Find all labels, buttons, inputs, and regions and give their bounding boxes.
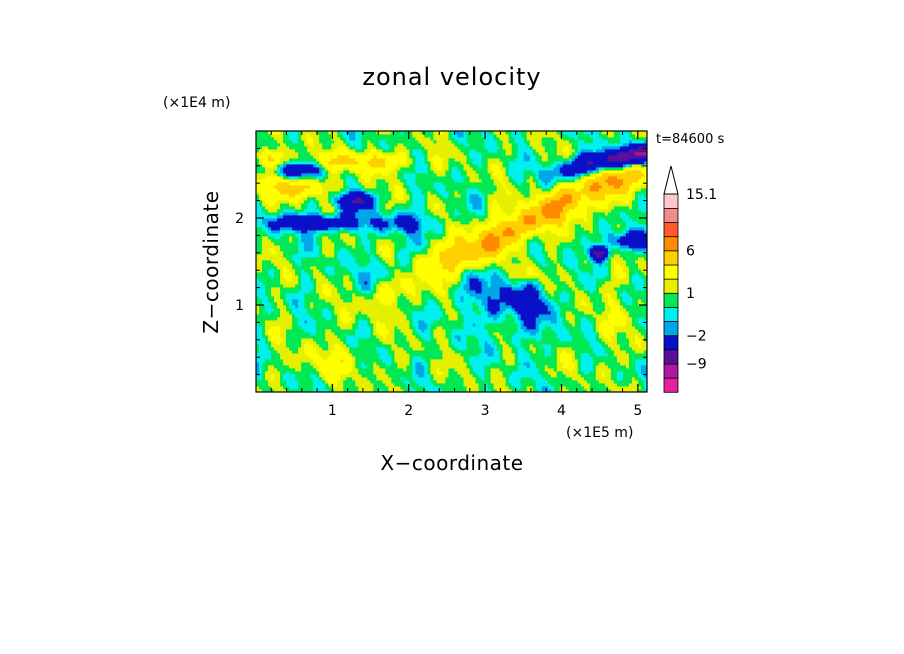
- chart-title: zonal velocity: [362, 63, 541, 91]
- colorbar-segment: [663, 221, 679, 238]
- x-tick-label: 3: [481, 403, 490, 419]
- colorbar-extend-arrow: [663, 165, 679, 195]
- x-tick-label: 1: [328, 403, 337, 419]
- colorbar-segment: [663, 349, 679, 365]
- colorbar: 15.1 6 1 −2 −9: [663, 165, 717, 393]
- y-unit-label: (×1E4 m): [163, 95, 230, 111]
- colorbar-tick-label: 15.1: [686, 187, 717, 203]
- y-axis-label: Z−coordinate: [199, 190, 223, 333]
- colorbar-segment: [663, 236, 679, 252]
- plot-frame: [255, 130, 648, 393]
- colorbar-segment: [663, 207, 679, 223]
- colorbar-tick-label: 6: [686, 244, 695, 260]
- x-tick-label: 4: [557, 403, 566, 419]
- colorbar-segment: [663, 335, 679, 351]
- y-tick-label: 1: [235, 298, 244, 314]
- x-tick-label: 5: [633, 403, 642, 419]
- colorbar-tick-label: −9: [686, 357, 707, 373]
- colorbar-segment: [663, 278, 679, 294]
- x-axis: 1 2 3 4 5: [270, 131, 642, 419]
- y-tick-label: 2: [235, 211, 244, 227]
- colorbar-segment: [663, 250, 679, 266]
- time-label: t=84600 s: [656, 132, 724, 147]
- colorbar-segment: [663, 306, 679, 322]
- colorbar-segment: [663, 264, 679, 280]
- x-tick-label: 2: [404, 403, 413, 419]
- colorbar-segment: [663, 193, 679, 209]
- colorbar-segment: [663, 320, 679, 337]
- colorbar-segment: [663, 292, 679, 308]
- colorbar-segment: [663, 377, 679, 393]
- y-axis: 12: [235, 147, 647, 376]
- colorbar-tick-label: −2: [686, 328, 707, 344]
- x-unit-label: (×1E5 m): [566, 425, 633, 441]
- x-axis-label: X−coordinate: [380, 451, 523, 475]
- contour-field: [256, 131, 647, 392]
- colorbar-segment: [663, 363, 679, 379]
- colorbar-tick-label: 1: [686, 286, 695, 302]
